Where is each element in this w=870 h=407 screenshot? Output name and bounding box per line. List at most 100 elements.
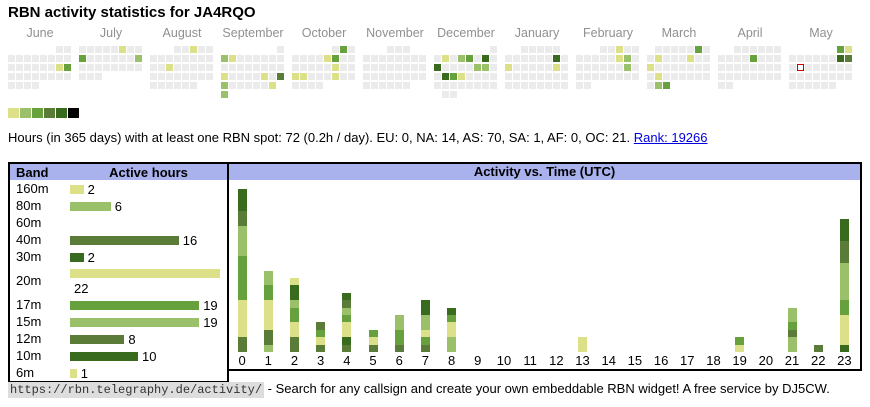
day-cell	[316, 73, 323, 80]
day-cell	[758, 64, 765, 71]
month-label: December	[437, 26, 495, 40]
day-cell	[221, 64, 228, 71]
day-cell	[553, 46, 560, 53]
day-cell	[24, 82, 31, 89]
month-grid	[150, 46, 214, 91]
hour-label: 4	[343, 353, 351, 368]
calendar-legend	[8, 108, 80, 118]
day-cell	[671, 55, 678, 62]
band-hours-value: 22	[74, 281, 89, 297]
day-cell	[537, 73, 544, 80]
day-cell	[190, 82, 197, 89]
band-row: 60m	[9, 214, 228, 231]
month-october: October	[292, 26, 356, 100]
stats-panels: Band Active hours 160m 2 80m 6 60m 40m 16 30m 2 2…	[8, 162, 862, 384]
active-hours-column-header: Active hours	[70, 163, 228, 180]
hour-label: 11	[523, 353, 537, 368]
band-hours-bar	[70, 351, 138, 361]
day-cell	[845, 73, 852, 80]
day-cell	[56, 46, 63, 53]
day-cell	[703, 73, 710, 80]
stacked-bar-hour-21	[787, 307, 797, 352]
day-cell	[450, 73, 457, 80]
day-cell	[419, 73, 426, 80]
day-cell	[316, 55, 323, 62]
hour-label: 9	[474, 353, 482, 368]
day-cell	[774, 55, 781, 62]
day-cell	[32, 73, 39, 80]
day-cell	[450, 82, 457, 89]
day-cell	[56, 55, 63, 62]
day-cell	[119, 55, 126, 62]
day-cell	[442, 73, 449, 80]
band-hours-value: 1	[80, 365, 89, 381]
band-hours-value: 19	[203, 297, 218, 313]
band-row: 12m 8	[9, 330, 228, 347]
day-cell	[513, 73, 520, 80]
month-grid	[221, 46, 285, 100]
day-cell	[348, 73, 355, 80]
month-grid	[79, 46, 143, 82]
day-cell	[655, 46, 662, 53]
band-hours-bar	[70, 269, 220, 279]
rank-link[interactable]: Rank: 19266	[633, 130, 708, 145]
day-cell	[647, 73, 654, 80]
month-august: August	[150, 26, 214, 100]
day-cell	[545, 46, 552, 53]
day-cell	[458, 55, 465, 62]
day-cell	[600, 46, 607, 53]
day-cell	[277, 73, 284, 80]
day-cell	[766, 73, 773, 80]
day-cell	[742, 46, 749, 53]
today-cell	[797, 64, 804, 71]
day-cell	[221, 55, 228, 62]
hour-label: 8	[447, 353, 456, 368]
stacked-bar-hour-19	[735, 337, 745, 352]
day-cell	[206, 64, 213, 71]
band-label: 12m	[16, 331, 42, 347]
day-cell	[663, 73, 670, 80]
bar-segment	[316, 329, 326, 338]
day-cell	[206, 73, 213, 80]
day-cell	[529, 46, 536, 53]
legend-swatch	[32, 108, 43, 118]
stacked-bar-hour-3	[316, 322, 326, 352]
day-cell	[561, 64, 568, 71]
day-cell	[87, 46, 94, 53]
day-cell	[553, 64, 560, 71]
month-grid	[789, 46, 853, 91]
day-cell	[600, 73, 607, 80]
day-cell	[434, 82, 441, 89]
day-cell	[805, 64, 812, 71]
activity-time-chart: Activity vs. Time (UTC) 0 1 2 3 4 5 6 7 8 9 10 11 12…	[229, 162, 862, 371]
day-cell	[16, 55, 23, 62]
day-cell	[135, 46, 142, 53]
day-cell	[466, 73, 473, 80]
day-cell	[32, 82, 39, 89]
day-cell	[103, 64, 110, 71]
band-label: 17m	[16, 297, 42, 313]
hour-label: 22	[810, 353, 826, 368]
day-cell	[387, 82, 394, 89]
month-june: June	[8, 26, 72, 100]
band-label: 15m	[16, 314, 42, 330]
day-cell	[198, 46, 205, 53]
band-hours-bar	[70, 235, 179, 245]
day-cell	[277, 55, 284, 62]
day-cell	[774, 73, 781, 80]
day-cell	[403, 82, 410, 89]
day-cell	[269, 73, 276, 80]
day-cell	[95, 46, 102, 53]
day-cell	[371, 82, 378, 89]
day-cell	[150, 82, 157, 89]
bar-segment	[316, 337, 326, 345]
day-cell	[679, 73, 686, 80]
day-cell	[269, 55, 276, 62]
day-cell	[403, 55, 410, 62]
day-cell	[521, 55, 528, 62]
stacked-bar-hour-0	[237, 189, 247, 352]
day-cell	[750, 73, 757, 80]
day-cell	[584, 73, 591, 80]
legend-swatch	[56, 108, 67, 118]
band-hours-value: 2	[87, 249, 95, 265]
